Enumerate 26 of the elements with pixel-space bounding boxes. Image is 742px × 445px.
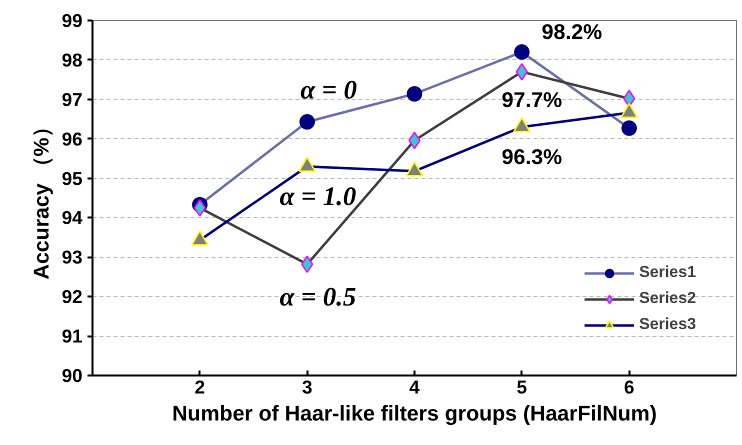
y-tick-label: 98	[62, 49, 83, 70]
x-tick-label: 3	[302, 376, 312, 398]
x-tick-label: 2	[194, 376, 206, 398]
annotation: α = 0.5	[280, 282, 356, 312]
y-tick-label: 92	[62, 286, 83, 308]
x-tick-label: 5	[516, 376, 528, 398]
y-tick-label: 93	[62, 246, 83, 268]
x-tick-label: 4	[409, 376, 420, 398]
data-label: 98.2%	[542, 20, 602, 44]
y-tick-label: 90	[62, 365, 83, 386]
y-tick-label: 99	[62, 10, 83, 31]
annotation: α = 1.0	[280, 181, 356, 212]
y-tick-label: 91	[62, 326, 83, 347]
annotation: α = 0	[300, 74, 357, 105]
y-axis-title: Accuracy （%）	[30, 116, 54, 280]
y-tick-label: 96	[62, 128, 83, 150]
y-tick-label: 97	[62, 88, 83, 110]
data-label: 97.7%	[502, 88, 562, 112]
y-tick-label: 95	[62, 168, 83, 189]
legend-label: Series2	[639, 290, 696, 308]
data-label: 96.3%	[502, 145, 562, 169]
legend-label: Series1	[639, 264, 696, 282]
x-axis-title: Number of Haar-like filters groups (HaarFilNum)	[172, 402, 657, 426]
legend-label: Series3	[639, 316, 696, 334]
y-tick-label: 94	[62, 207, 84, 228]
x-tick-label: 6	[624, 376, 634, 398]
